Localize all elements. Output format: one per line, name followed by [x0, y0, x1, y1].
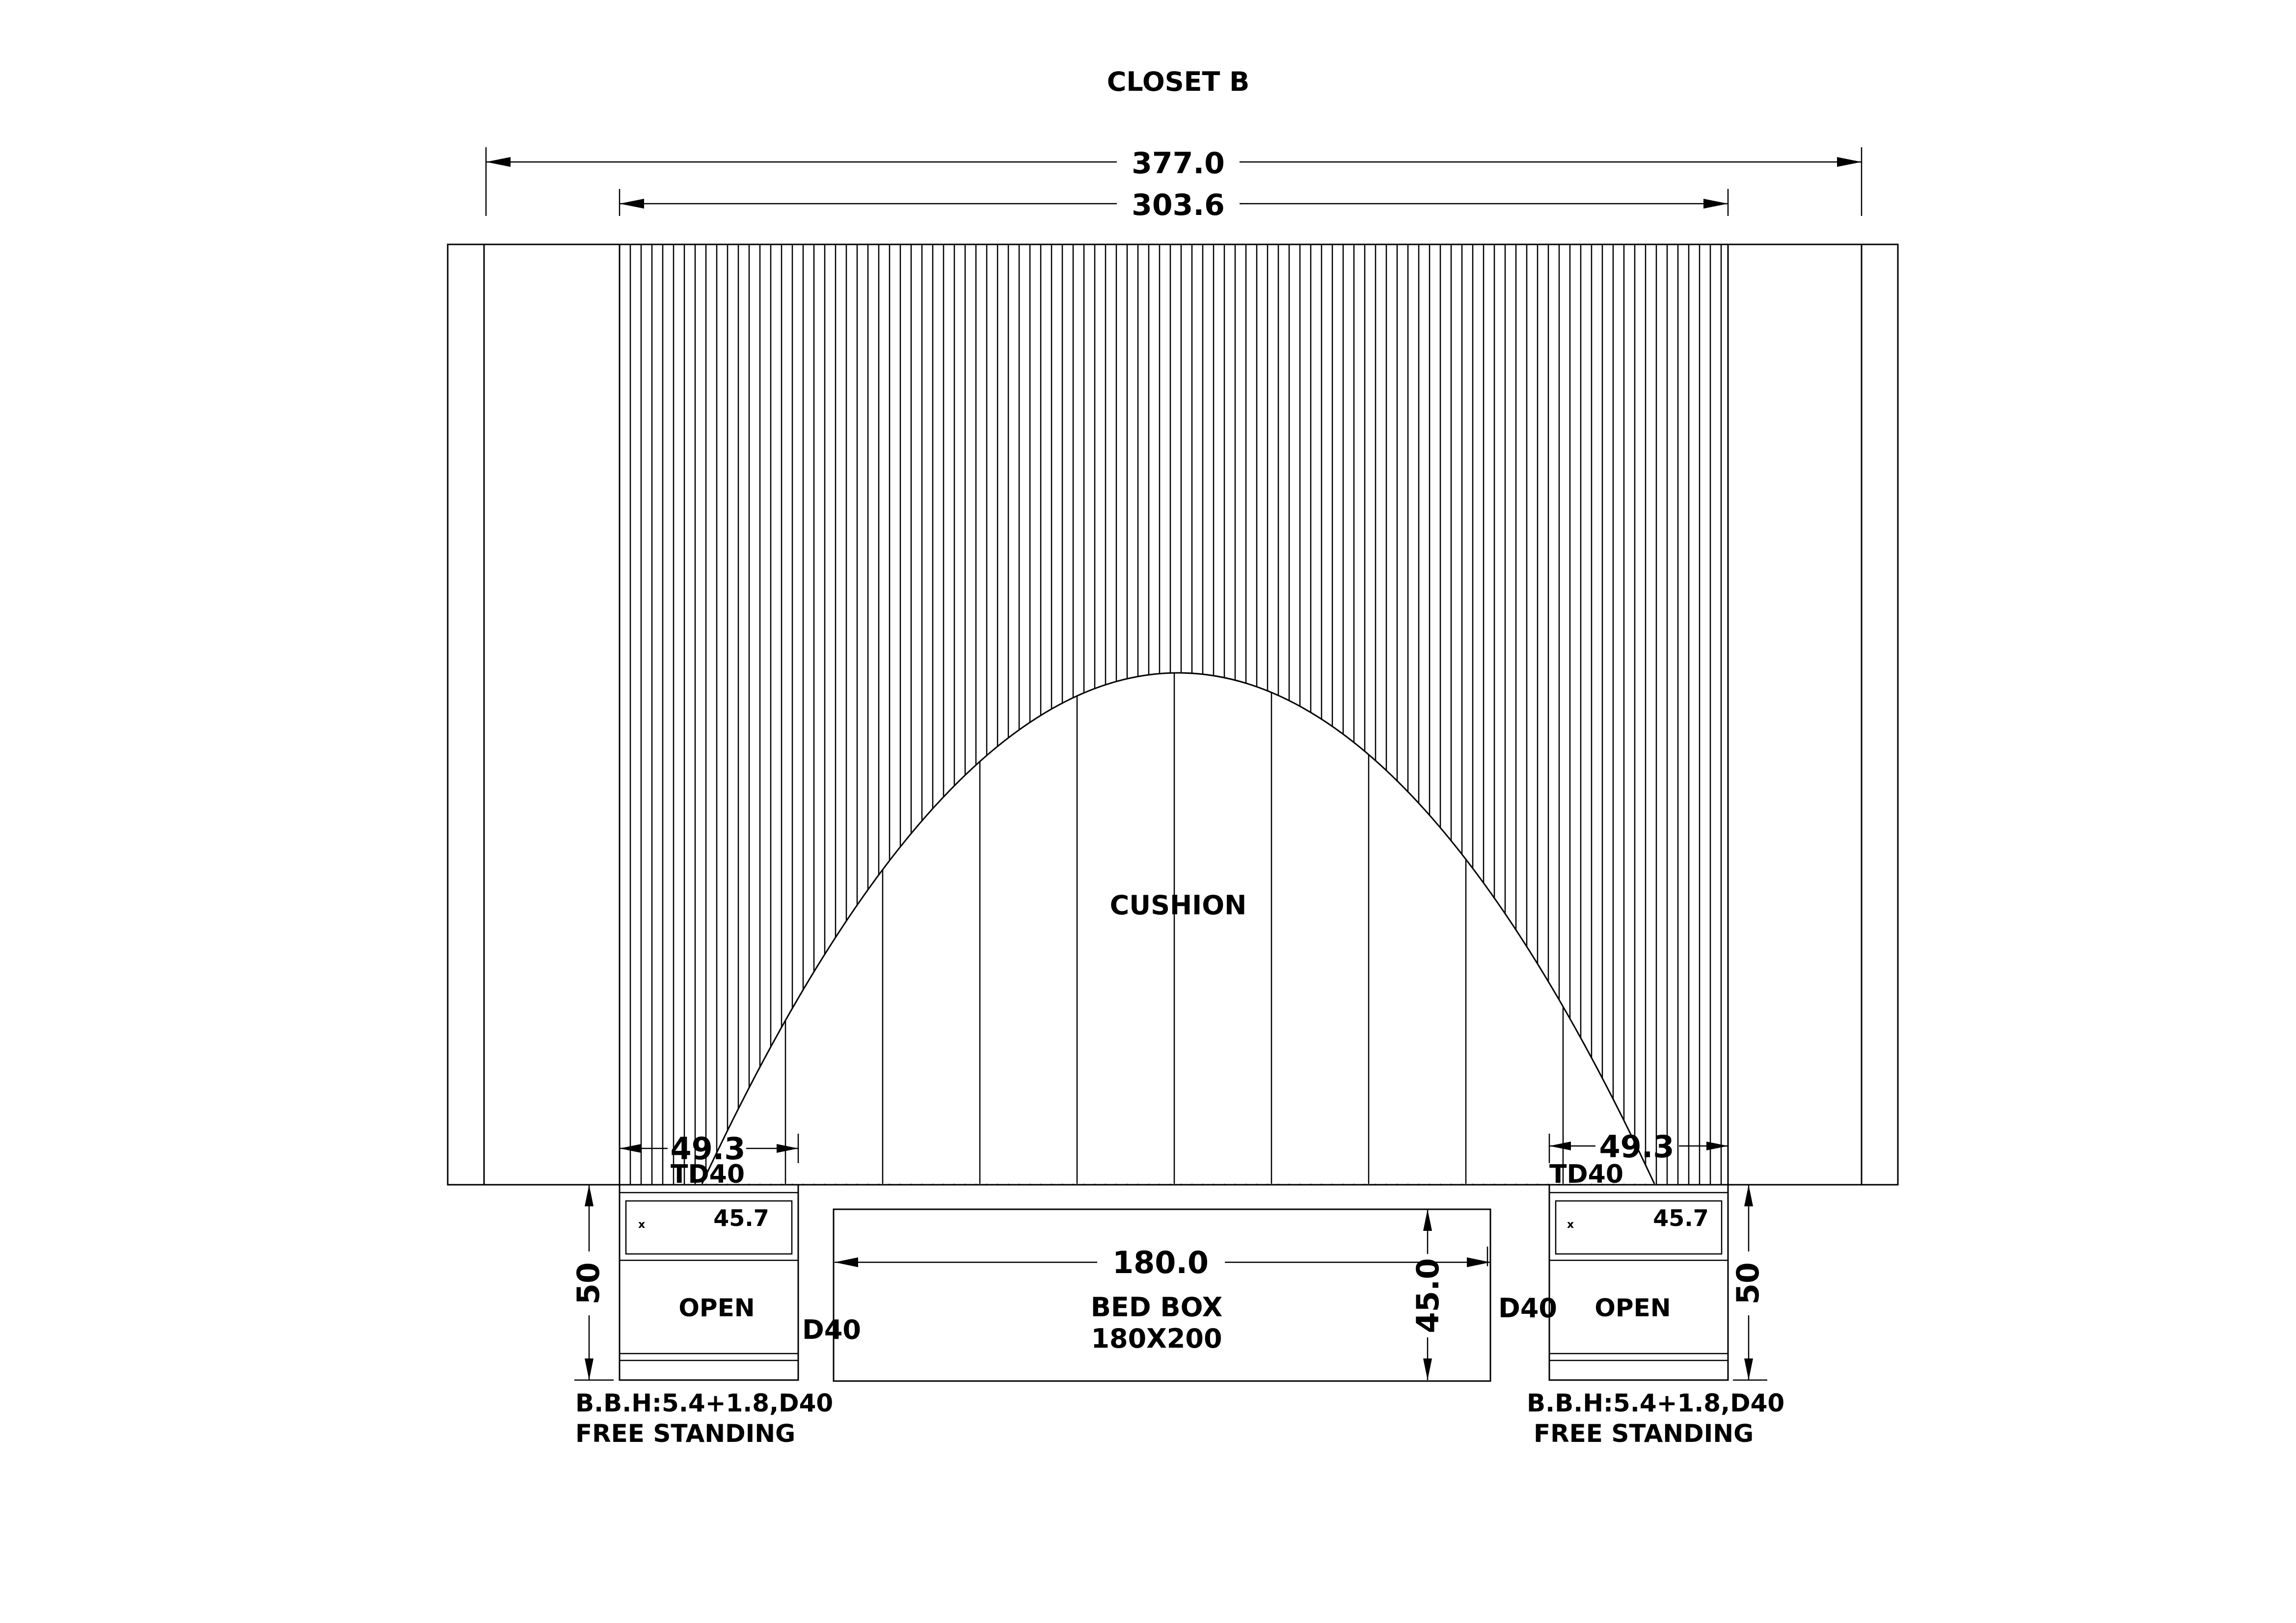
left-nightstand-width-dimension: [619, 1134, 799, 1163]
bed-box: [833, 1208, 1491, 1382]
svg-text:x: x: [638, 1219, 645, 1231]
bed-height-label: 45.0: [1410, 1258, 1446, 1333]
overall-width-label: 377.0: [1132, 146, 1225, 181]
panel-width-label: 303.6: [1132, 188, 1225, 222]
bed-height-dimension: [1423, 1209, 1432, 1380]
right-wall-hatch: [1861, 243, 1899, 1186]
right-note-line2: FREE STANDING: [1534, 1419, 1754, 1448]
left-note-line1: B.B.H:5.4+1.8,D40: [575, 1389, 833, 1417]
bed-box-size-label: 180X200: [1091, 1323, 1222, 1354]
drawing-title: CLOSET B: [1107, 66, 1250, 97]
right-nightstand-height-dimension: [1733, 1184, 1767, 1381]
right-nightstand-width-label: 49.3: [1599, 1129, 1675, 1165]
left-wall-hatch: [447, 243, 485, 1186]
left-td-label: TD40: [671, 1160, 745, 1189]
panel-width-dimension: 303.6: [619, 188, 1729, 222]
right-nightstand: x: [1548, 1184, 1729, 1381]
bed-width-label: 180.0: [1112, 1245, 1209, 1280]
left-nightstand: x: [619, 1184, 799, 1381]
right-nightstand-height-label: 50: [1730, 1262, 1766, 1304]
left-nightstand-drawer: [625, 1200, 793, 1255]
left-open-label: OPEN: [678, 1294, 755, 1322]
right-td-label: TD40: [1549, 1160, 1623, 1189]
bed-width-dimension: [835, 1247, 1490, 1267]
left-nightstand-height-dimension: [574, 1184, 614, 1381]
left-d-label: D40: [802, 1314, 861, 1345]
overall-width-dimension: 377.0: [485, 146, 1863, 216]
left-nightstand-width-label: 49.3: [671, 1131, 746, 1167]
bed-box-label: BED BOX: [1091, 1292, 1222, 1323]
svg-text:x: x: [1567, 1219, 1574, 1231]
elevation-frame: [447, 243, 1899, 1186]
cushion-headboard: [701, 672, 1655, 1184]
right-nightstand-width-dimension: [1548, 1134, 1729, 1163]
left-nightstand-height-label: 50: [570, 1262, 606, 1304]
left-note-line2: FREE STANDING: [575, 1419, 795, 1448]
right-nightstand-drawer: [1555, 1200, 1723, 1255]
left-drawer-width: 45.7: [713, 1205, 769, 1231]
right-open-label: OPEN: [1594, 1294, 1671, 1322]
right-note-line1: B.B.H:5.4+1.8,D40: [1527, 1389, 1784, 1417]
right-d-label: D40: [1498, 1293, 1557, 1324]
right-drawer-width: 45.7: [1653, 1205, 1709, 1231]
cushion-label: CUSHION: [1110, 890, 1247, 921]
